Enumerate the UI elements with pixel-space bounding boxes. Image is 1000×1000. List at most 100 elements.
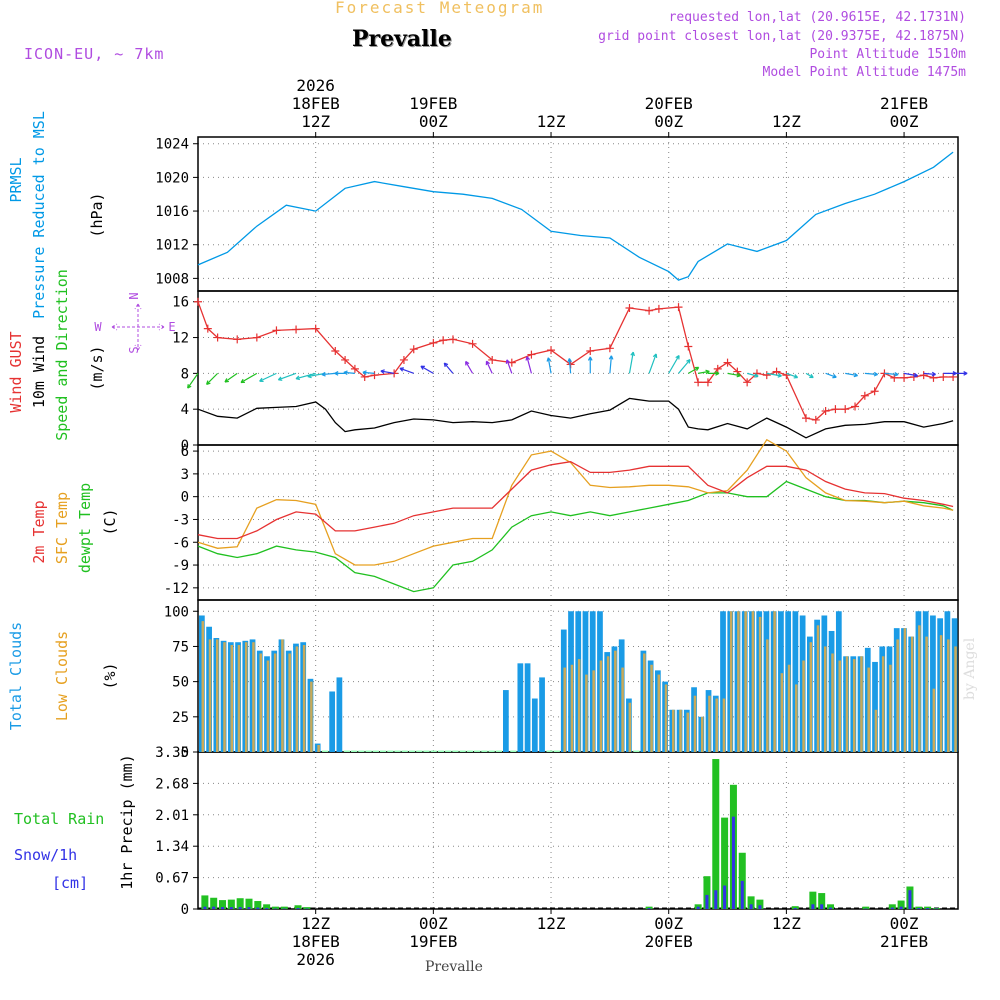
panel-frame — [197, 444, 959, 601]
low-cloud-bar — [621, 667, 624, 752]
gust-marker — [900, 373, 909, 382]
low-cloud-bar — [737, 611, 740, 752]
time-axis-bottom-label: 00Z — [419, 914, 448, 933]
low-cloud-bar — [266, 660, 270, 752]
total-cloud-bar — [408, 750, 416, 752]
y-tick-label: -6 — [172, 535, 189, 551]
low-cloud-bar — [816, 625, 820, 752]
time-axis-bottom-label: 00Z — [890, 914, 919, 933]
y-tick-label: 2.68 — [155, 776, 189, 792]
low-cloud-bar — [686, 712, 690, 752]
compass-rose-icon — [111, 303, 165, 351]
rain-bar — [862, 906, 870, 909]
precip-title-snow: Snow/1h — [14, 846, 77, 864]
total-cloud-bar — [336, 677, 343, 752]
gust-marker — [762, 371, 771, 380]
gust-marker — [802, 414, 810, 423]
total-cloud-bar — [329, 691, 336, 752]
gust-marker — [723, 358, 732, 367]
low-cloud-bar — [744, 611, 747, 752]
low-cloud-bar — [910, 636, 914, 752]
wind-direction-arrow — [505, 359, 513, 374]
snow-bar — [890, 907, 894, 909]
y-tick-label: 1012 — [155, 238, 189, 254]
low-cloud-bar — [852, 659, 856, 752]
wind-direction-arrow — [727, 372, 741, 378]
low-cloud-bar — [295, 646, 299, 752]
rain-bar — [219, 900, 227, 909]
low-cloud-bar — [831, 653, 834, 752]
snow-bar — [265, 908, 269, 909]
y-tick-label: 0 — [181, 745, 189, 761]
snow-bar — [705, 894, 709, 909]
low-cloud-bar — [824, 646, 827, 752]
footer-location: Prevalle — [425, 959, 483, 975]
temp-title-dewpt: dewpt Temp — [76, 483, 94, 573]
wind-direction-arrow — [805, 372, 814, 379]
wind-title-wind: 10m Wind — [30, 336, 48, 408]
total-cloud-bar — [452, 750, 459, 752]
rain-bar — [924, 906, 932, 909]
total-cloud-bar — [539, 677, 545, 752]
low-cloud-bar — [780, 673, 784, 752]
wind-direction-arrow — [698, 369, 710, 375]
snow-bar — [221, 907, 225, 909]
wind-direction-arrow — [485, 360, 493, 374]
total-cloud-bar — [437, 750, 445, 752]
time-axis-top-label: 00Z — [654, 112, 683, 131]
low-cloud-bar — [614, 650, 617, 752]
y-tick-label: 4 — [181, 402, 189, 418]
gust-marker — [654, 304, 663, 313]
wind-direction-arrow — [206, 372, 219, 385]
total-cloud-bar — [423, 750, 430, 752]
low-cloud-bar — [802, 660, 805, 752]
compass-north: N — [127, 292, 141, 299]
low-cloud-bar — [758, 616, 762, 752]
low-cloud-bar — [881, 656, 885, 752]
time-axis-top-label: 12Z — [537, 112, 566, 131]
gust-marker — [448, 335, 457, 344]
gust-marker — [811, 415, 820, 424]
model-altitude: Model Point Altitude 1475m — [762, 65, 967, 80]
low-cloud-bar — [773, 611, 776, 752]
y-tick-label: 75 — [172, 639, 189, 655]
rain-bar — [280, 906, 288, 909]
low-cloud-bar — [700, 716, 704, 752]
rain-bar — [703, 876, 711, 909]
snow-bar — [247, 907, 251, 909]
wind-title-gust: Wind GUST — [7, 331, 25, 412]
gust-marker — [939, 372, 948, 381]
panel-frame — [197, 290, 959, 446]
wind-direction-arrow — [825, 372, 837, 379]
gust-marker — [527, 350, 536, 359]
low-cloud-bar — [889, 664, 892, 752]
rain-bar — [827, 904, 835, 909]
low-cloud-bar — [563, 667, 566, 752]
low-cloud-bar — [273, 653, 277, 752]
low-cloud-bar — [729, 611, 733, 752]
y-tick-label: 16 — [172, 295, 189, 311]
low-cloud-bar — [708, 695, 711, 752]
snow-bar — [723, 885, 727, 909]
total-cloud-bar — [510, 750, 517, 752]
low-cloud-bar — [903, 628, 907, 752]
snow-bar — [793, 908, 797, 909]
wind-direction-arrow — [465, 360, 474, 374]
gust-marker — [625, 304, 634, 313]
wind-direction-arrow — [864, 371, 879, 377]
wind-direction-arrow — [420, 365, 434, 374]
low-cloud-bar — [867, 667, 870, 752]
gust-marker — [399, 355, 408, 364]
snow-bar — [714, 890, 718, 909]
y-tick-label: 8 — [181, 366, 189, 382]
time-axis-bottom-label: 12Z — [772, 914, 801, 933]
low-cloud-bar — [650, 664, 653, 752]
y-tick-label: 1.34 — [155, 839, 189, 855]
rain-bar — [210, 897, 218, 909]
total-cloud-bar — [872, 661, 878, 752]
wind-direction-arrow — [399, 367, 414, 374]
panel-frame — [197, 751, 959, 910]
pressure-title-line: PRMSL — [7, 157, 25, 202]
rain-bar — [294, 905, 302, 909]
low-cloud-bar — [874, 709, 878, 752]
